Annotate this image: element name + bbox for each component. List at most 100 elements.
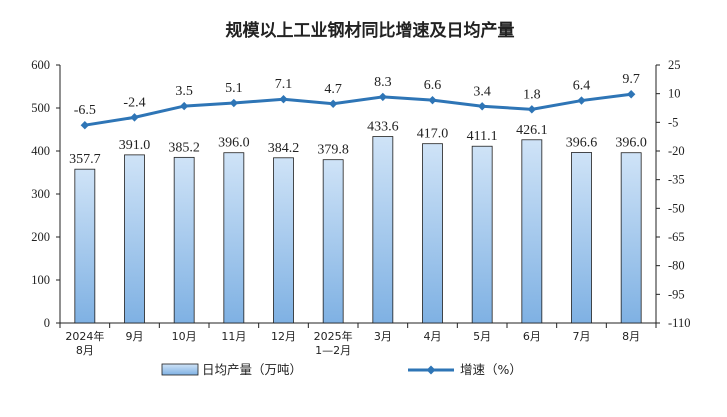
y-left-tick-label: 200 — [31, 230, 50, 244]
y-right-tick-label: -50 — [668, 201, 685, 215]
bar — [173, 156, 195, 324]
growth-value-label: 6.6 — [424, 78, 442, 93]
growth-line — [80, 90, 636, 130]
y-left-tick-label: 600 — [31, 58, 50, 72]
data-labels: 357.7 391.0 385.2 396.0 384.2 379.8 433.6 417.0… — [69, 72, 647, 167]
bar — [422, 143, 443, 324]
bar — [124, 154, 145, 324]
growth-value-label: 3.4 — [473, 84, 491, 99]
bar-value-label: 433.6 — [367, 120, 399, 135]
chart-title: 规模以上工业钢材同比增速及日均产量 — [226, 20, 515, 41]
bar-value-label: 385.2 — [168, 140, 200, 155]
x-tick-label-line: 1—2月 — [315, 344, 351, 357]
growth-point — [229, 98, 239, 108]
x-tick-label: 2025年 1—2月 — [314, 329, 353, 357]
x-tick-label-line: 9月 — [126, 330, 144, 343]
axes: 0 100 200 300 400 500 600 -110 -95 -80 -65 -50 -35 -2… — [31, 58, 690, 357]
growth-value-label: -6.5 — [74, 103, 96, 118]
x-tick-label: 12月 — [271, 330, 296, 343]
growth-point — [428, 95, 437, 105]
bar — [74, 168, 96, 324]
x-tick-label: 3月 — [374, 330, 392, 343]
growth-value-label: 7.1 — [275, 77, 293, 92]
growth-point — [179, 101, 189, 111]
x-tick-label-line: 8月 — [76, 344, 94, 357]
bar-value-label: 396.0 — [615, 136, 647, 151]
growth-point — [477, 102, 487, 111]
x-tick-label-line: 11月 — [221, 330, 246, 343]
x-tick-label: 10月 — [172, 330, 197, 343]
bar-value-label: 417.0 — [417, 127, 449, 142]
growth-value-label: 3.5 — [175, 84, 193, 99]
x-tick-label-line: 10月 — [172, 330, 197, 343]
x-tick-label: 6月 — [523, 330, 541, 343]
growth-point — [577, 96, 586, 105]
bar-value-label: 396.6 — [566, 135, 598, 150]
x-tick-label-line: 6月 — [523, 330, 541, 343]
y-right-tick-label: -20 — [668, 144, 685, 158]
bar-value-label: 379.8 — [317, 143, 349, 158]
growth-value-label: 9.7 — [622, 72, 640, 87]
growth-value-label: -2.4 — [123, 95, 145, 110]
y-right-tick-label: 25 — [668, 58, 681, 72]
x-tick-label: 5月 — [473, 330, 491, 343]
growth-point — [378, 92, 388, 102]
bars — [74, 136, 642, 324]
growth-point — [80, 121, 90, 130]
y-left-tick-label: 0 — [44, 316, 50, 330]
y-left-tick-label: 300 — [31, 187, 50, 201]
legend-bar-swatch — [161, 363, 199, 376]
bar — [322, 159, 344, 324]
bar — [521, 139, 543, 324]
growth-value-label: 1.8 — [523, 87, 541, 102]
growth-value-label: 4.7 — [324, 82, 342, 97]
y-right-tick-label: -35 — [668, 173, 685, 187]
x-tick-label: 11月 — [221, 330, 246, 343]
legend-line-marker — [426, 365, 436, 375]
bar — [273, 157, 294, 324]
growth-point — [626, 90, 636, 99]
growth-point — [279, 95, 288, 104]
legend: 日均产量（万吨） 增速（%） — [161, 362, 522, 377]
y-left-tick-label: 100 — [31, 273, 50, 287]
bar-value-label: 396.0 — [218, 136, 250, 151]
growth-value-label: 5.1 — [225, 81, 243, 96]
bar — [471, 145, 493, 324]
x-tick-label-line: 3月 — [374, 330, 392, 343]
x-tick-label-line: 8月 — [622, 330, 640, 343]
y-right-tick-label: -95 — [668, 287, 685, 301]
x-tick-label: 9月 — [126, 330, 144, 343]
bar-value-label: 411.1 — [467, 129, 498, 144]
x-tick-label-line: 7月 — [573, 330, 591, 343]
growth-value-label: 6.4 — [573, 79, 591, 94]
y-right-tick-label: -80 — [668, 259, 685, 273]
x-tick-label: 2024年 8月 — [65, 329, 104, 357]
y-right-tick-label: -110 — [668, 316, 690, 330]
bar — [372, 136, 394, 324]
bar — [571, 152, 592, 324]
bar — [620, 152, 642, 324]
growth-point — [130, 113, 139, 122]
growth-point — [328, 99, 338, 108]
y-right-tick-label: -5 — [668, 115, 678, 129]
y-left-tick-label: 500 — [31, 101, 50, 115]
bar-value-label: 357.7 — [69, 152, 101, 167]
x-tick-label: 4月 — [424, 330, 442, 343]
x-tick-label: 8月 — [622, 330, 640, 343]
y-right-tick-label: 10 — [668, 87, 681, 101]
legend-bar-label: 日均产量（万吨） — [202, 362, 302, 377]
x-tick-label-line: 5月 — [473, 330, 491, 343]
x-tick-label-line: 4月 — [424, 330, 442, 343]
x-tick-label-line: 2025年 — [314, 329, 353, 343]
x-tick-label-line: 2024年 — [65, 329, 104, 343]
x-tick-label-line: 12月 — [271, 330, 296, 343]
y-left-tick-label: 400 — [31, 144, 50, 158]
bar-value-label: 426.1 — [516, 123, 548, 138]
bar-value-label: 391.0 — [119, 138, 151, 153]
bar-value-label: 384.2 — [268, 141, 300, 156]
legend-line-label: 增速（%） — [460, 362, 522, 377]
growth-point — [527, 105, 537, 114]
growth-series-line — [84, 92, 632, 127]
x-tick-label: 7月 — [573, 330, 591, 343]
